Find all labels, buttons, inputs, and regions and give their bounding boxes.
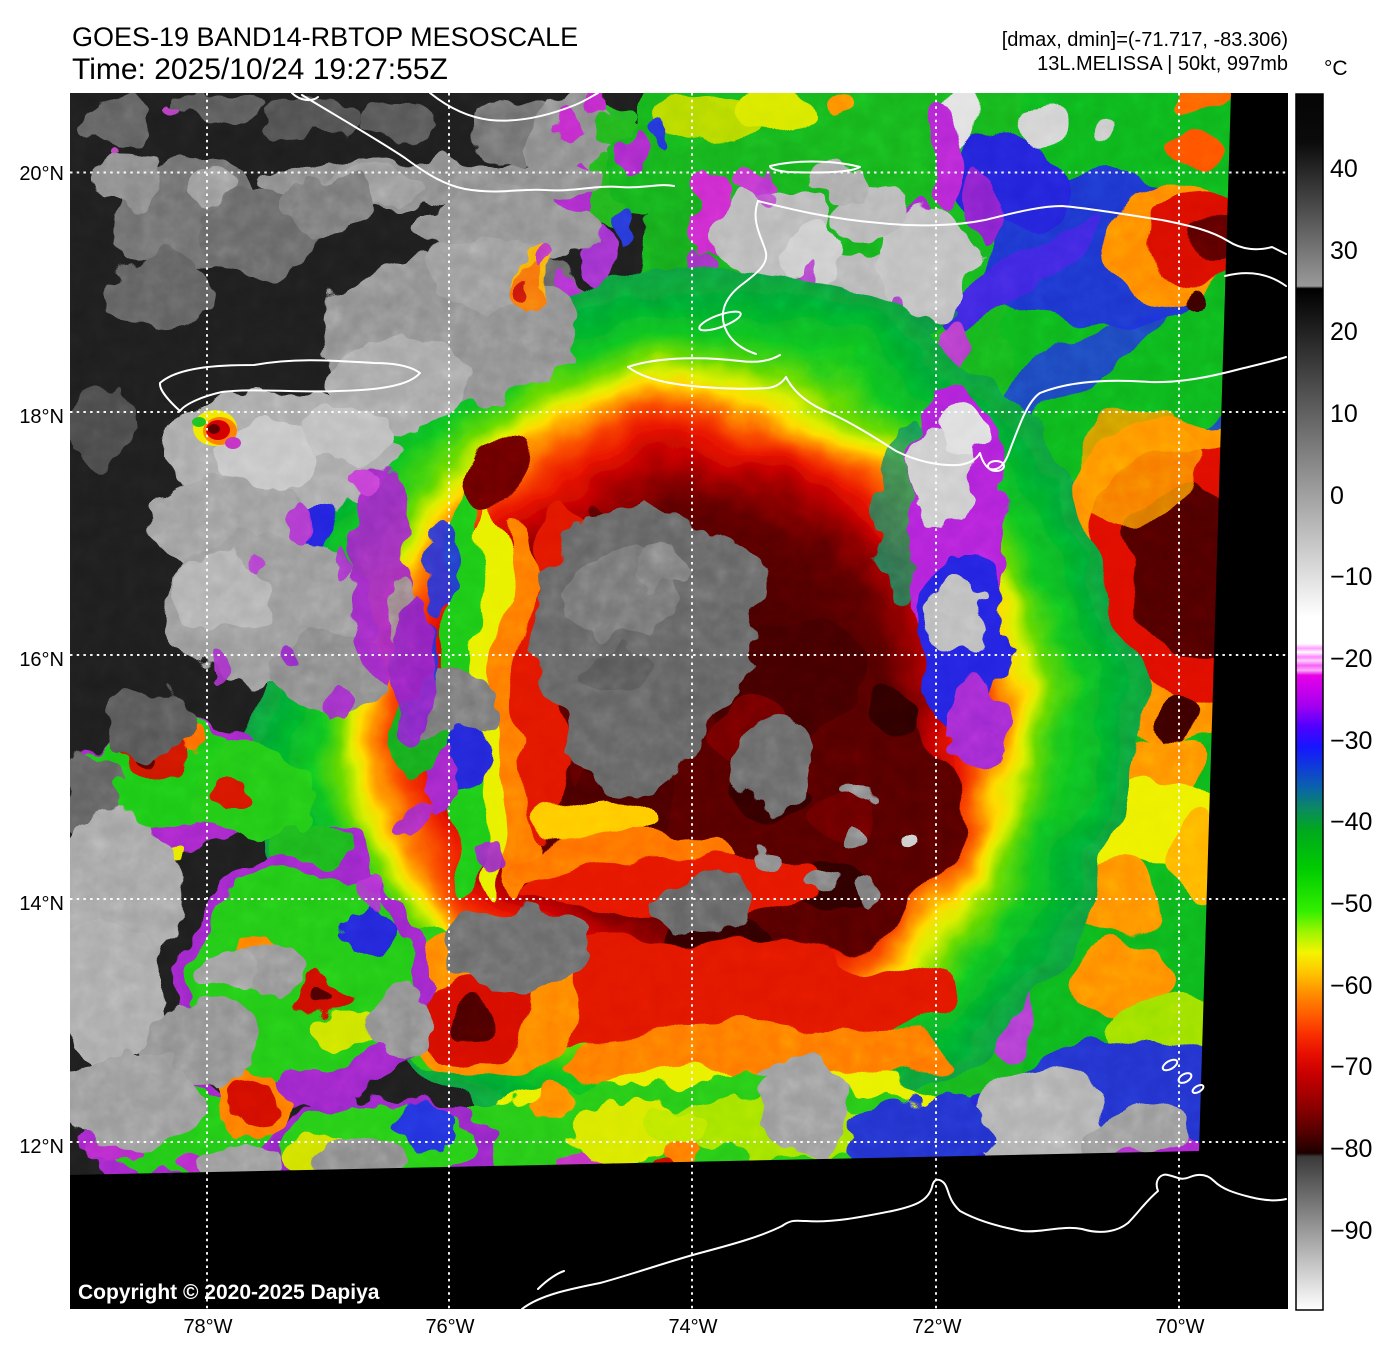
svg-text:Copyright © 2020-2025 Dapiya: Copyright © 2020-2025 Dapiya (78, 1281, 380, 1304)
